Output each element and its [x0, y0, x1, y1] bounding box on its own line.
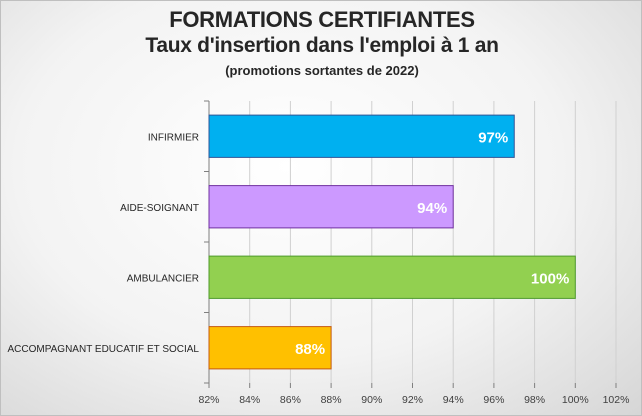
x-tick-label: 94% — [443, 394, 464, 406]
x-tick-label: 92% — [402, 394, 423, 406]
data-label: 94% — [417, 200, 447, 217]
chart-subtitle: Taux d'insertion dans l'emploi à 1 an — [145, 34, 499, 57]
data-label: 88% — [295, 341, 325, 358]
chart-note: (promotions sortantes de 2022) — [225, 63, 419, 78]
x-tick-label: 84% — [239, 394, 260, 406]
chart-title: FORMATIONS CERTIFIANTES — [169, 7, 475, 32]
x-tick-label: 96% — [483, 394, 504, 406]
x-tick-label: 100% — [562, 394, 589, 406]
bar — [208, 185, 454, 229]
category-label: ACCOMPAGNANT EDUCATIF ET SOCIAL — [7, 344, 199, 355]
x-tick-label: 102% — [603, 394, 630, 406]
category-label: AIDE-SOIGNANT — [120, 203, 199, 214]
data-label: 100% — [531, 270, 569, 287]
x-tick-label: 86% — [280, 394, 301, 406]
category-label: AMBULANCIER — [127, 273, 199, 284]
x-tick-label: 88% — [321, 394, 342, 406]
bar — [208, 326, 332, 370]
data-label: 97% — [478, 129, 508, 146]
bar — [208, 114, 515, 158]
x-tick-label: 98% — [524, 394, 545, 406]
x-tick-label: 90% — [361, 394, 382, 406]
x-tick-label: 82% — [198, 394, 219, 406]
bar — [208, 255, 576, 299]
chart-titles: FORMATIONS CERTIFIANTES Taux d'insertion… — [1, 7, 642, 81]
category-label: INFIRMIER — [148, 132, 199, 143]
